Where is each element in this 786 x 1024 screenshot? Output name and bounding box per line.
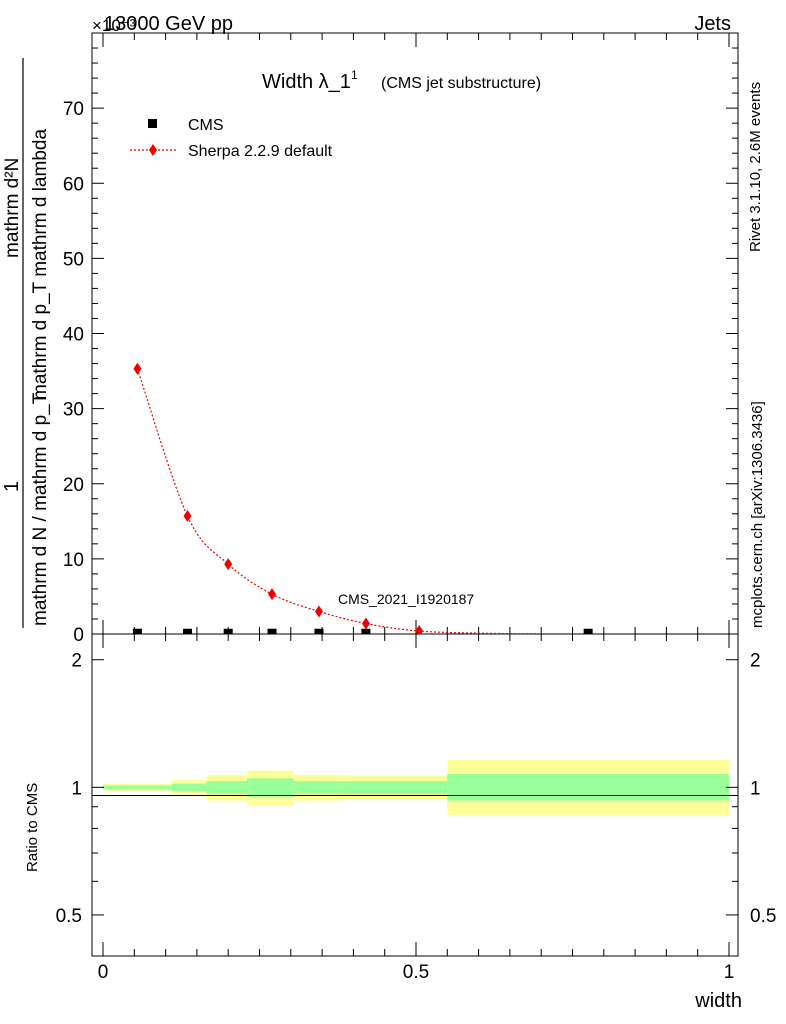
cms-point [267, 628, 277, 634]
cms-point [583, 628, 593, 634]
ratio-y-tick-label-left: 0.5 [56, 906, 82, 927]
main-y-axis: 0 10 20 30 40 50 60 70 [63, 32, 738, 646]
ratio-y-axis-label: Ratio to CMS [24, 783, 41, 872]
y-axis-label: 1 mathrm d N / mathrm d p_T mathrm d²N m… [1, 58, 51, 628]
cms-point [314, 628, 324, 634]
ratio-band-inner-5 [340, 780, 448, 794]
y-tick-label: 30 [63, 400, 84, 421]
sherpa-point [224, 558, 233, 571]
ylabel-top-num: mathrm d²N [2, 158, 23, 258]
chart-title-main: Width λ_1 [262, 71, 351, 93]
sherpa-point [133, 362, 142, 375]
y-tick-label: 20 [63, 475, 84, 496]
ratio-band-inner-4 [293, 780, 341, 794]
ratio-y-tick-label-right: 2 [750, 651, 761, 672]
sherpa-point [361, 617, 370, 630]
y-tick-label: 40 [63, 325, 84, 346]
analysis-watermark: CMS_2021_I1920187 [338, 591, 474, 607]
ylabel-top-den: mathrm d p_T mathrm d lambda [30, 129, 51, 400]
chart-subtitle: (CMS jet substructure) [381, 75, 541, 92]
sherpa-point [268, 588, 277, 601]
y-tick-label: 60 [63, 174, 84, 195]
sherpa-point [314, 605, 323, 618]
legend-sherpa-marker [149, 144, 157, 156]
y-tick-label: 70 [63, 99, 84, 120]
ylabel-den: mathrm d N / mathrm d p_T [30, 392, 51, 626]
ratio-y-tick-label-left: 1 [71, 778, 82, 799]
legend-sherpa-label: Sherpa 2.2.9 default [188, 143, 333, 160]
ratio-band-inner-6 [447, 774, 729, 801]
sherpa-point [415, 624, 424, 634]
sherpa-point [183, 510, 192, 523]
legend-cms-label: CMS [188, 117, 224, 134]
sherpa-curve [136, 368, 589, 634]
cms-point [183, 628, 193, 634]
ratio-band-inner-2 [206, 780, 247, 794]
x-tick-label: 0.5 [403, 962, 429, 983]
cms-point [361, 628, 371, 634]
series-layer [132, 362, 593, 634]
energy-label: 13000 GeV pp [104, 13, 233, 35]
rivet-label: Rivet 3.1.10, 2.6M events [747, 82, 764, 252]
mcplots-label: mcplots.cern.ch [arXiv:1306.3436] [749, 401, 766, 628]
x-tick-label: 1 [724, 962, 735, 983]
exponent-label: ×10⁻³ [92, 16, 136, 35]
legend: CMS Sherpa 2.2.9 default [130, 117, 333, 160]
ratio-y-axis: 0.5 0.5 1 1 2 2 [56, 651, 776, 957]
cms-point [223, 628, 233, 634]
ratio-bands [103, 760, 729, 816]
legend-cms-marker [148, 119, 157, 128]
chart-title-sup: 1 [351, 68, 358, 82]
ratio-band-inner-3 [246, 778, 294, 797]
process-label: Jets [694, 13, 731, 35]
cms-point [132, 628, 142, 634]
ratio-y-tick-label-right: 1 [750, 778, 761, 799]
y-tick-label: 10 [63, 550, 84, 571]
x-axis: 0 0.5 1 [98, 33, 735, 983]
y-tick-label: 50 [63, 249, 84, 270]
ratio-band-inner-0 [103, 785, 172, 790]
x-axis-label: width [694, 990, 742, 1012]
ratio-y-tick-label-left: 2 [71, 651, 82, 672]
ratio-y-tick-label-right: 0.5 [750, 906, 776, 927]
ylabel-num: 1 [1, 481, 23, 492]
x-tick-label: 0 [98, 962, 109, 983]
y-tick-label: 0 [73, 625, 84, 646]
chart-title: Width λ_11 [262, 68, 358, 93]
ratio-band-inner-1 [171, 783, 207, 792]
